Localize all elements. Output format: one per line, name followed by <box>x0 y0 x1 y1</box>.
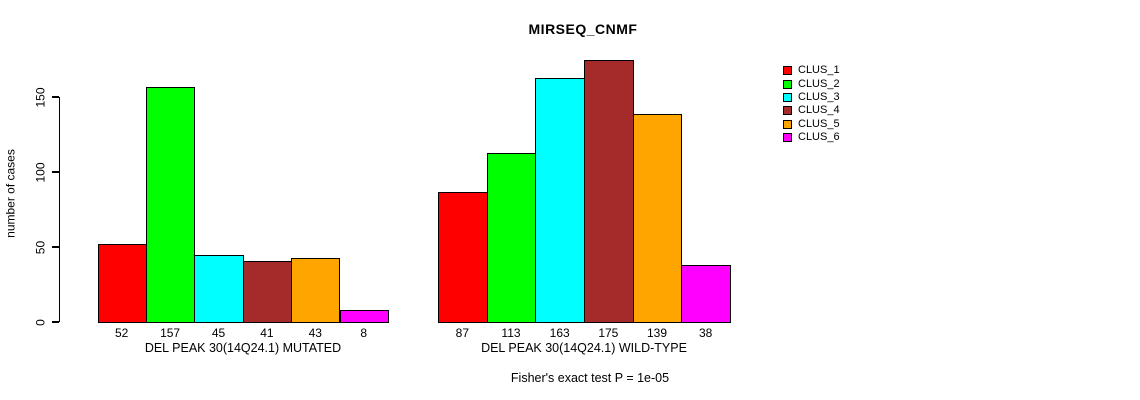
x-axis-label-wildtype: DEL PEAK 30(14Q24.1) WILD-TYPE <box>481 341 687 355</box>
bar-value-label: 8 <box>360 326 368 340</box>
bar-clus_1-wildtype <box>438 191 488 323</box>
legend-swatch-icon <box>783 133 792 143</box>
y-axis-tick-label: 100 <box>33 161 48 183</box>
bar-value-label: 38 <box>698 326 713 340</box>
legend-swatch-icon <box>783 92 792 102</box>
bar-clus_6-wildtype <box>681 265 731 323</box>
y-axis-tick <box>52 246 59 248</box>
y-axis-tick <box>52 96 59 98</box>
legend-item-clus_2: CLUS_2 <box>783 77 840 90</box>
legend-label: CLUS_4 <box>798 104 840 117</box>
bar-clus_3-wildtype <box>535 77 585 323</box>
y-axis-tick-label: 150 <box>33 86 48 108</box>
bar-value-label: 43 <box>308 326 322 340</box>
legend-label: CLUS_3 <box>798 90 840 103</box>
bar-clus_5-wildtype <box>632 113 683 323</box>
bar-clus_3-mutated <box>194 254 244 323</box>
legend-label: CLUS_6 <box>798 131 840 144</box>
bar-clus_5-mutated <box>291 257 341 323</box>
bar-value-label: 41 <box>260 326 274 340</box>
bar-value-label: 45 <box>211 326 226 340</box>
legend-item-clus_5: CLUS_5 <box>783 118 840 131</box>
x-axis-label-mutated: DEL PEAK 30(14Q24.1) MUTATED <box>144 341 342 355</box>
legend-item-clus_4: CLUS_4 <box>783 104 840 117</box>
bar-clus_4-wildtype <box>584 59 634 323</box>
bar-value-label: 139 <box>646 326 668 340</box>
legend-item-clus_1: CLUS_1 <box>783 64 840 77</box>
bar-value-label: 157 <box>160 326 181 340</box>
y-axis-tick <box>52 321 59 323</box>
bar-value-label: 113 <box>501 326 521 340</box>
y-axis-tick-label: 0 <box>33 318 48 326</box>
legend-swatch-icon <box>783 79 792 89</box>
y-axis-tick-label: 50 <box>33 240 48 254</box>
legend-label: CLUS_5 <box>798 117 840 130</box>
legend-item-clus_3: CLUS_3 <box>783 91 840 104</box>
legend-swatch-icon <box>783 119 792 129</box>
fisher-test-subtitle: Fisher's exact test P = 1e-05 <box>510 371 670 385</box>
legend-label: CLUS_1 <box>798 64 840 77</box>
bar-value-label: 87 <box>455 326 469 340</box>
y-axis-tick <box>52 171 59 173</box>
bar-value-label: 52 <box>115 326 129 340</box>
bar-clus_2-mutated <box>145 86 196 323</box>
bar-value-label: 175 <box>598 326 619 340</box>
bar-value-label: 163 <box>549 326 570 340</box>
bar-clus_1-mutated <box>97 244 147 323</box>
y-axis-line <box>59 97 61 322</box>
legend-swatch-icon <box>783 66 792 76</box>
legend: CLUS_1 CLUS_2 CLUS_3 CLUS_4 CLUS_5 CLUS_6 <box>783 64 840 144</box>
bar-clus_2-wildtype <box>486 152 537 323</box>
bar-clus_6-mutated <box>339 310 389 323</box>
legend-item-clus_6: CLUS_6 <box>783 131 840 144</box>
chart-title: MIRSEQ_CNMF <box>528 21 638 37</box>
legend-swatch-icon <box>783 106 792 116</box>
bar-clus_4-mutated <box>242 260 293 323</box>
legend-label: CLUS_2 <box>798 77 840 90</box>
